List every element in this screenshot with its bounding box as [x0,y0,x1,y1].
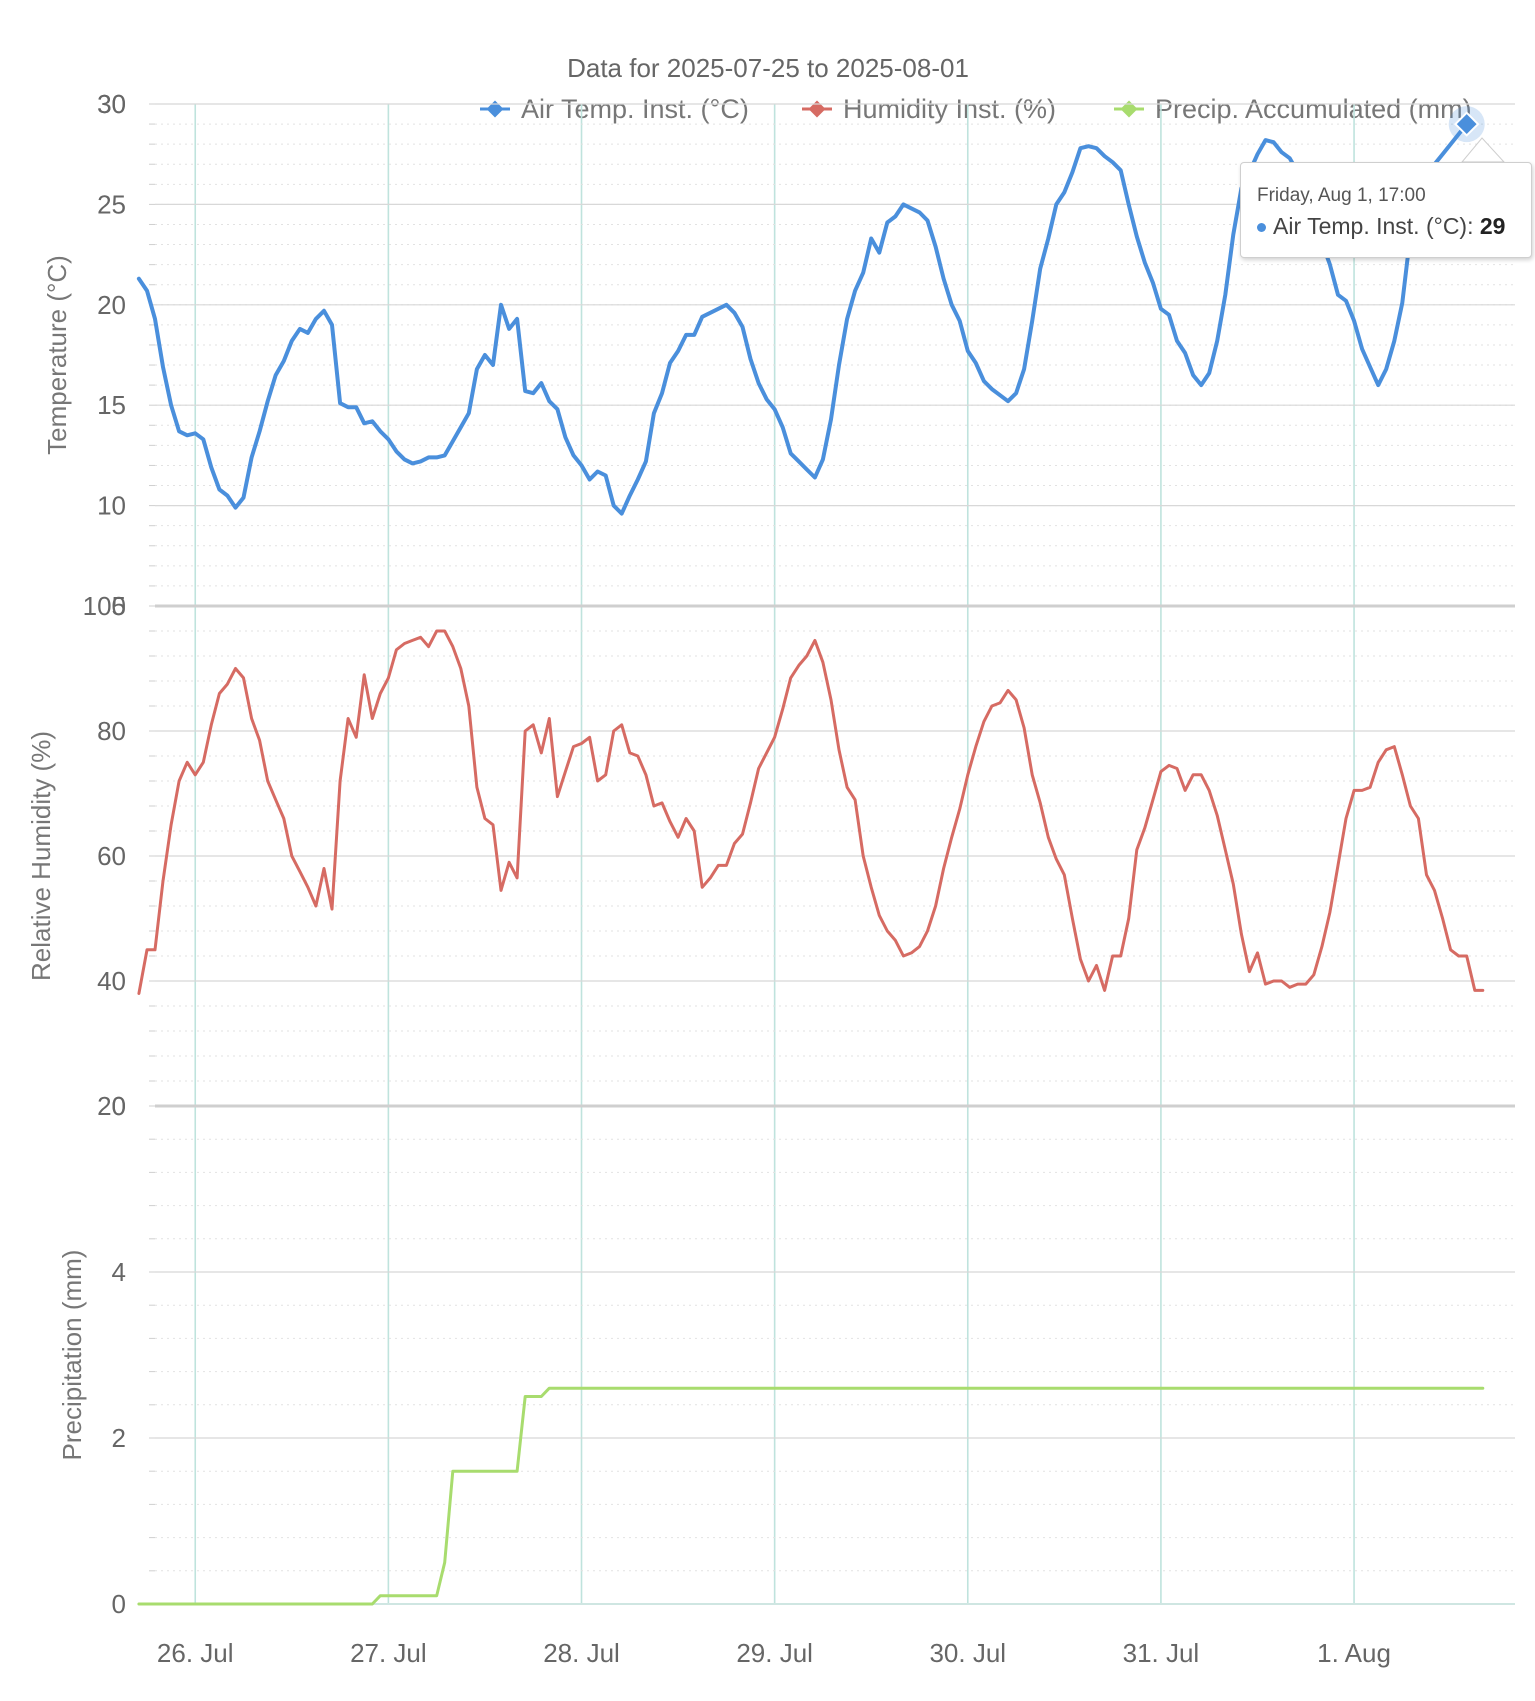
tooltip-series-label: Air Temp. Inst. (°C): [1273,213,1474,239]
tooltip: Friday, Aug 1, 17:00 Air Temp. Inst. (°C… [1240,162,1532,258]
x-tick-label: 26. Jul [157,1638,234,1668]
y-axis-title: Relative Humidity (%) [26,731,56,981]
y-tick-label: 40 [97,966,126,996]
y-top-tick-label: 20 [97,1091,126,1121]
legend-label-precipitation: Precip. Accumulated (mm) [1155,94,1472,124]
hover-marker-icon [1448,106,1485,143]
y-tick-label: 0 [112,1589,126,1619]
y-tick-label: 2 [112,1423,126,1453]
y-overlay-tick-label: 5 [112,591,126,621]
y-tick-label: 60 [97,841,126,871]
y-tick-label: 30 [97,89,126,119]
legend: Air Temp. Inst. (°C) Humidity Inst. (%) … [480,94,1472,124]
y-axis-title: Temperature (°C) [42,255,72,455]
y-overlay-tick-label: 0 [112,1091,126,1121]
y-tick-label: 20 [97,290,126,320]
x-tick-label: 29. Jul [736,1638,813,1668]
x-tick-label: 31. Jul [1123,1638,1200,1668]
x-tick-label: 30. Jul [929,1638,1006,1668]
tooltip-line: Air Temp. Inst. (°C): 29 [1257,213,1505,240]
tooltip-series-dot-icon [1257,223,1266,233]
y-tick-label: 25 [97,189,126,219]
y-axis-title: Precipitation (mm) [57,1250,87,1461]
y-top-tick-label: 30 [97,89,126,119]
chart-title: Data for 2025-07-25 to 2025-08-01 [567,53,969,83]
y-tick-label: 4 [112,1257,126,1287]
grid-layer [149,103,1515,1605]
legend-item-precipitation[interactable]: Precip. Accumulated (mm) [1114,94,1472,124]
legend-item-humidity[interactable]: Humidity Inst. (%) [802,94,1056,124]
tooltip-date: Friday, Aug 1, 17:00 [1257,185,1426,206]
x-axis-labels: 26. Jul 27. Jul 28. Jul 29. Jul 30. Jul 31. J… [157,1638,1391,1668]
series-line[interactable] [137,1386,1485,1606]
x-tick-label: 27. Jul [350,1638,427,1668]
y-tick-label: 15 [97,390,126,420]
x-tick-label: 28. Jul [543,1638,620,1668]
tooltip-value: 29 [1479,213,1506,239]
y-top-tick-label: 100 [83,591,126,621]
y-tick-label: 10 [97,491,126,521]
x-tick-label: 1. Aug [1317,1638,1391,1668]
legend-label-humidity: Humidity Inst. (%) [843,94,1056,124]
series-layer [136,122,1485,1606]
series-line[interactable] [137,629,1485,995]
legend-item-temperature[interactable]: Air Temp. Inst. (°C) [480,94,749,124]
legend-label-temperature: Air Temp. Inst. (°C) [521,94,749,124]
axis-titles: Temperature (°C) Relative Humidity (%) Pre… [26,255,87,1460]
y-tick-label: 80 [97,716,126,746]
hover-point[interactable] [1453,111,1480,137]
